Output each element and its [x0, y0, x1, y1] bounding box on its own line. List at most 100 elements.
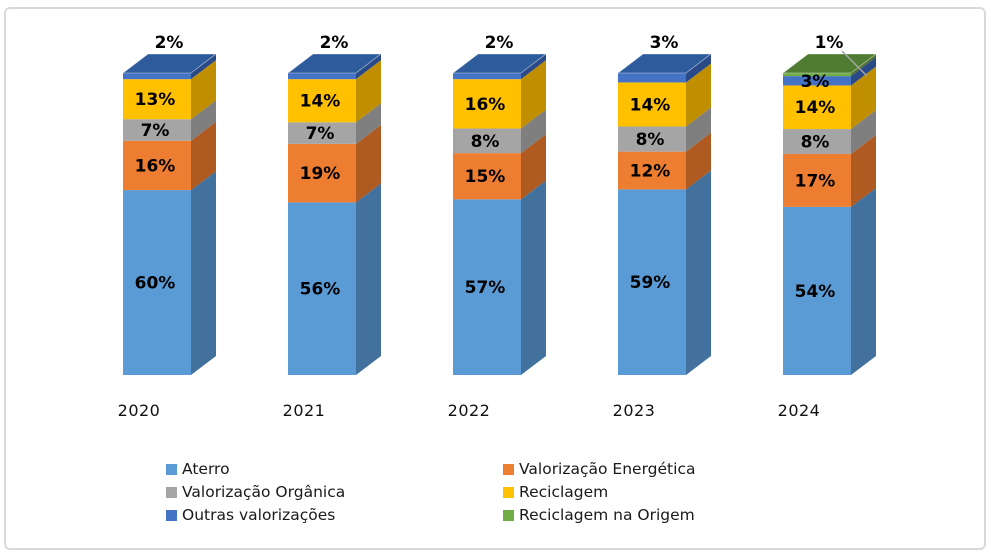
bar-segment-front — [618, 73, 686, 83]
data-label: 14% — [630, 95, 671, 115]
bar-segment-side — [356, 54, 381, 80]
bar-segment-front — [783, 76, 851, 86]
bar-segment-front — [288, 73, 356, 80]
bar-segment-side — [191, 54, 216, 80]
legend-swatch-reciclagem — [503, 486, 514, 498]
bar-segment-side — [851, 54, 876, 77]
legend-item-aterro[interactable]: Aterro — [166, 460, 230, 478]
bar-segment-front — [618, 151, 686, 190]
bar-segment-top — [451, 53, 548, 74]
data-label-outside: 1% — [815, 33, 844, 53]
data-label: 16% — [135, 156, 176, 176]
data-label: 15% — [465, 167, 506, 187]
data-label: 3% — [801, 72, 830, 92]
bar-segment-side — [521, 109, 546, 154]
bar-segment-side — [191, 100, 216, 141]
bar-segment-front — [783, 129, 851, 154]
bar-segment-top — [616, 53, 713, 74]
legend-label: Valorização Energética — [519, 460, 696, 478]
bar-segment-front — [453, 199, 521, 375]
bar-segment-front — [123, 140, 191, 191]
bar-segment-front — [288, 122, 356, 144]
data-label: 12% — [630, 162, 671, 182]
data-label-outside: 2% — [155, 33, 184, 53]
bar-segment-side — [686, 132, 711, 190]
data-label: 8% — [636, 130, 665, 150]
bar-segment-top — [286, 53, 383, 74]
bar-segment-top — [781, 53, 878, 74]
bar-segment-side — [686, 54, 711, 83]
bar-segment-side — [356, 60, 381, 123]
bar-segment-side — [851, 57, 876, 86]
data-label-outside: 2% — [485, 33, 514, 53]
bar-segment-front — [288, 202, 356, 375]
bar-segment-side — [686, 107, 711, 152]
bar-segment-side — [356, 124, 381, 203]
bar-segment-front — [783, 153, 851, 207]
data-label: 54% — [795, 282, 836, 302]
data-label-outside: 3% — [650, 33, 679, 53]
bar-segment-side — [521, 60, 546, 129]
legend-label: Reciclagem — [519, 483, 609, 501]
bar-segment-front — [618, 126, 686, 152]
bar-segment-front — [783, 206, 851, 375]
legend-item-reciclagem-na-origem[interactable]: Reciclagem na Origem — [503, 506, 695, 524]
legend-label: Aterro — [182, 460, 230, 478]
data-label: 7% — [141, 121, 170, 141]
x-axis-label: 2022 — [447, 401, 491, 420]
x-axis-label: 2021 — [282, 401, 326, 420]
data-label: 14% — [300, 92, 341, 112]
legend-swatch-valorizacao-organica — [166, 486, 177, 498]
bar-segment-side — [191, 60, 216, 120]
bar-segment-front — [453, 79, 521, 129]
bar-segment-side — [851, 134, 876, 207]
data-label: 19% — [300, 164, 341, 184]
legend-swatch-aterro — [166, 463, 177, 475]
legend-item-valorizacao-organica[interactable]: Valorização Orgânica — [166, 483, 345, 501]
bar-segment-front — [123, 119, 191, 141]
bar-segment-front — [783, 85, 851, 130]
data-label: 60% — [135, 274, 176, 294]
bar-segment-front — [618, 82, 686, 127]
legend-item-outras-valorizacoes[interactable]: Outras valorizações — [166, 506, 335, 524]
bar-segment-side — [851, 66, 876, 130]
bar-segment-top — [121, 53, 218, 74]
legend-label: Reciclagem na Origem — [519, 506, 695, 524]
data-label: 14% — [795, 98, 836, 118]
data-label: 56% — [300, 280, 341, 300]
bar-segment-front — [453, 128, 521, 154]
bar-segment-front — [288, 143, 356, 203]
x-axis-label: 2024 — [777, 401, 821, 420]
bar-segment-side — [191, 121, 216, 191]
x-axis-label: 2020 — [117, 401, 161, 420]
bar-segment-front — [453, 153, 521, 200]
bar-segment-front — [288, 79, 356, 123]
legend-item-reciclagem[interactable]: Reciclagem — [503, 483, 608, 501]
legend-swatch-outras-valorizacoes — [166, 509, 177, 521]
bar-segment-side — [191, 171, 216, 375]
data-label: 57% — [465, 278, 506, 298]
bar-segment-side — [356, 183, 381, 375]
legend-label: Valorização Orgânica — [182, 483, 346, 501]
bar-segment-side — [851, 110, 876, 154]
legend-item-valorizacao-energetica[interactable]: Valorização Energética — [503, 460, 695, 478]
x-axis-label: 2023 — [612, 401, 656, 420]
bar-segment-side — [521, 134, 546, 200]
data-label: 59% — [630, 273, 671, 293]
bar-segment-front — [123, 73, 191, 80]
bar-segment-front — [783, 73, 851, 77]
bar-segment-side — [851, 187, 876, 375]
data-label: 13% — [135, 90, 176, 110]
data-label: 8% — [471, 132, 500, 152]
bar-segment-side — [686, 170, 711, 375]
bar-segment-front — [123, 190, 191, 375]
data-label: 7% — [306, 124, 335, 144]
legend-label: Outras valorizações — [182, 506, 336, 524]
data-label: 8% — [801, 132, 830, 152]
data-label: 16% — [465, 95, 506, 115]
bar-segment-side — [521, 180, 546, 375]
leader-line — [841, 50, 868, 77]
bar-segment-front — [453, 73, 521, 80]
